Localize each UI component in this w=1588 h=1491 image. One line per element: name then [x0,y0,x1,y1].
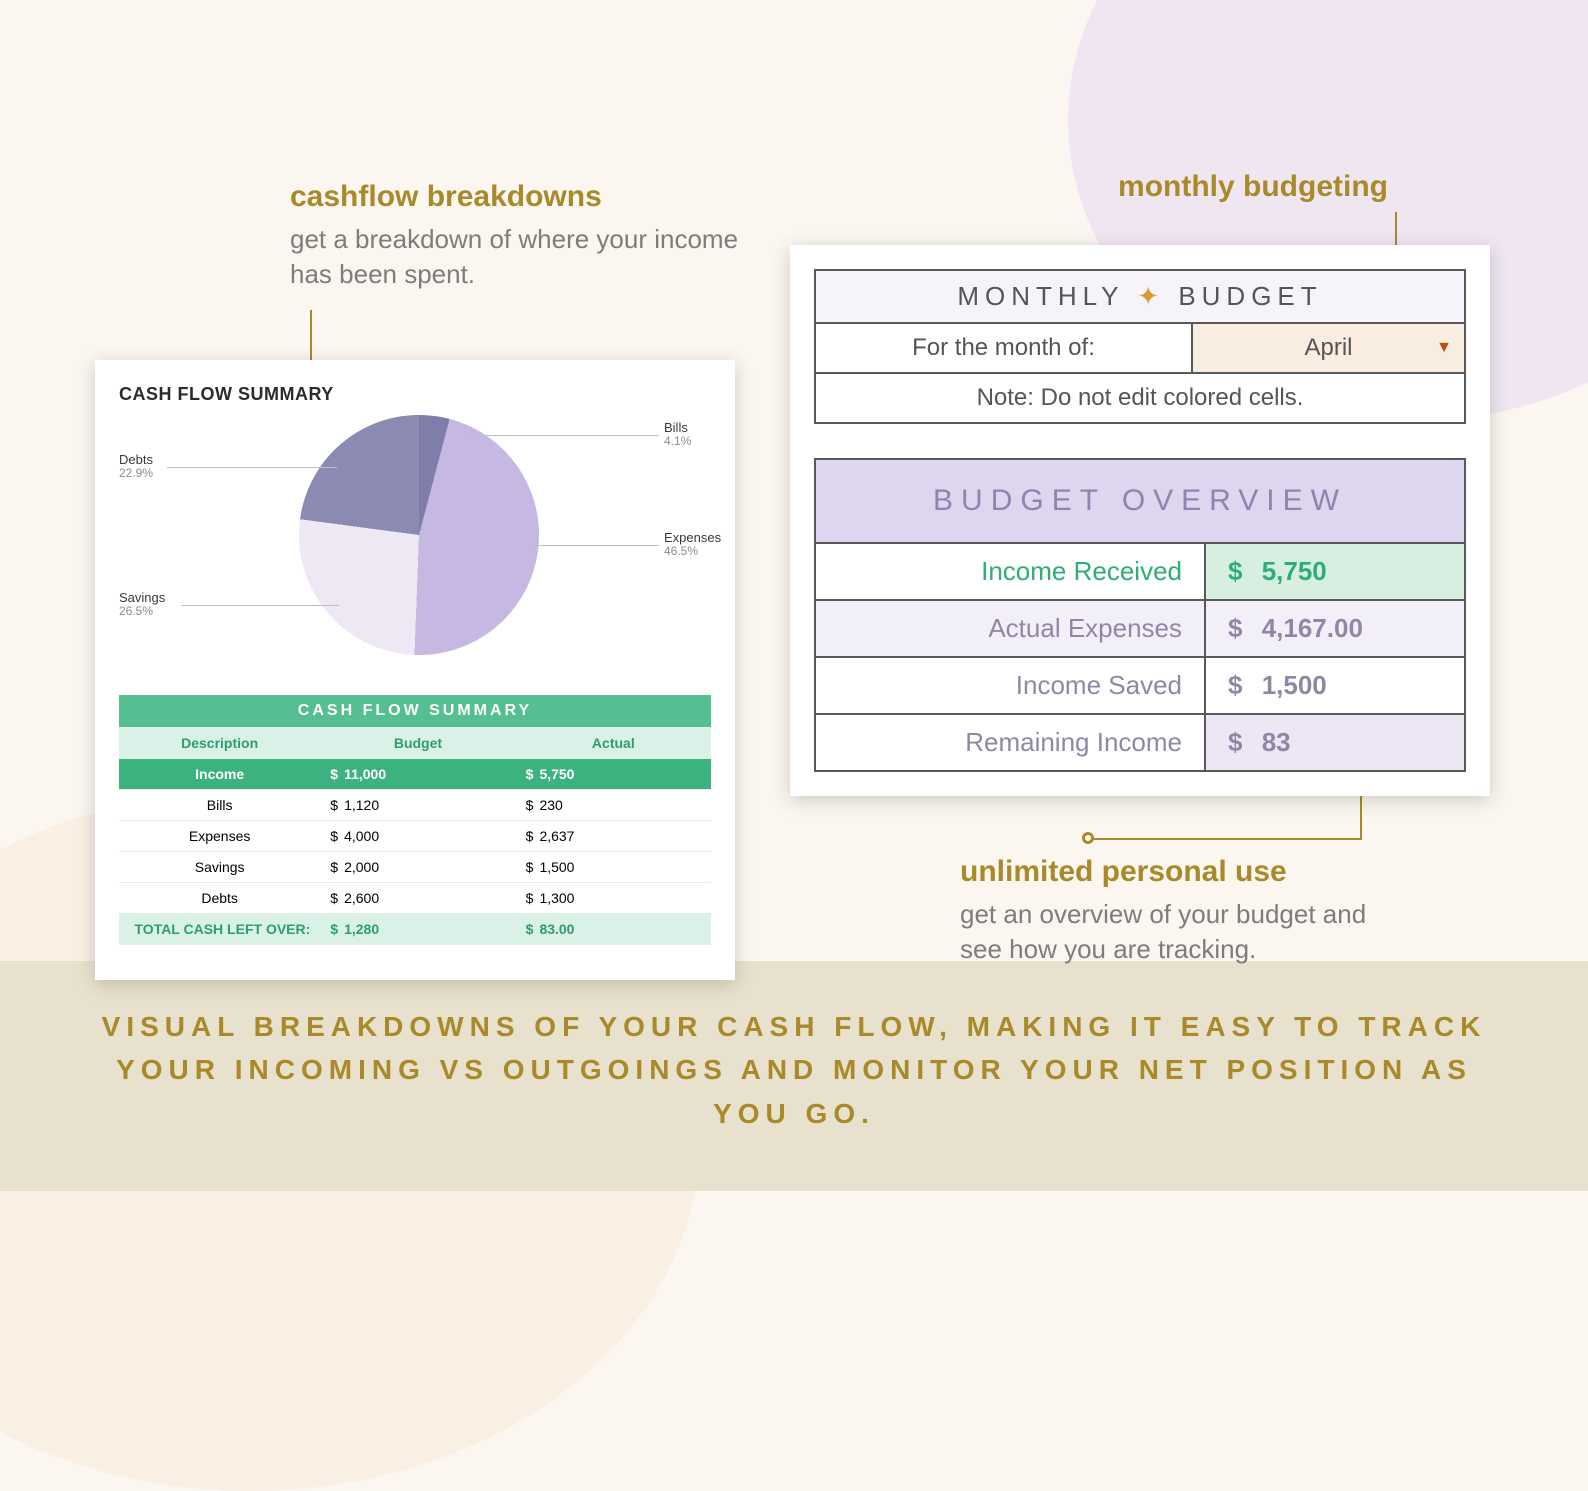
summary-cell: $2,637 [516,821,711,852]
budget-note: Note: Do not edit colored cells. [815,373,1465,423]
summary-cell: $5,750 [516,759,711,790]
pie-slice-name: Savings [119,590,165,605]
callout-cashflow-title: cashflow breakdowns [290,180,750,214]
callout-unlimited: unlimited personal use get an overview o… [960,855,1380,967]
footer-tagline: VISUAL BREAKDOWNS OF YOUR CASH FLOW, MAK… [100,1005,1488,1135]
cashflow-summary-table: CASH FLOW SUMMARY Description Budget Act… [119,695,711,945]
pie-slice-pct: 22.9 [119,466,142,480]
cashflow-panel-title: CASH FLOW SUMMARY [119,384,711,405]
budget-overview-title: BUDGET OVERVIEW [815,459,1465,543]
callout-unlimited-body: get an overview of your budget and see h… [960,897,1380,967]
summary-cell: Bills [119,790,320,821]
summary-cell: $11,000 [320,759,515,790]
overview-row: Income Received$ 5,750 [815,543,1465,600]
overview-row-label: Remaining Income [815,714,1205,771]
summary-row-total: TOTAL CASH LEFT OVER: $1,280 $83.00 [119,914,711,945]
summary-col-budget: Budget [320,728,515,759]
month-label: For the month of: [815,323,1192,373]
diamond-icon: ✦ [1137,281,1165,311]
overview-row-label: Income Received [815,543,1205,600]
overview-row-value: $ 5,750 [1205,543,1465,600]
summary-table-title: CASH FLOW SUMMARY [119,695,711,728]
summary-row: Savings$2,000$1,500 [119,852,711,883]
overview-row-label: Income Saved [815,657,1205,714]
caret-down-icon: ▼ [1436,339,1452,357]
summary-cell: Savings [119,852,320,883]
callout-monthly: monthly budgeting [1118,170,1388,212]
summary-cell: Income [119,759,320,790]
monthly-budget-title: MONTHLY ✦ BUDGET [815,270,1465,323]
pie-leader-line [469,435,659,436]
cashflow-panel: CASH FLOW SUMMARY Bills 4.1% Expenses 46… [95,360,735,980]
summary-cell: $1,300 [516,883,711,914]
pie-slice-label-expenses: Expenses 46.5% [664,531,721,558]
pie-slice-name: Bills [664,420,688,435]
leader-line-unlimited-h [1090,838,1362,840]
month-select-value: April [1304,334,1352,361]
overview-row-value: $ 83 [1205,714,1465,771]
leader-dot-icon [1082,832,1094,844]
pie-leader-line [167,467,337,468]
summary-cell: Expenses [119,821,320,852]
overview-row: Remaining Income$ 83 [815,714,1465,771]
pie-slice-label-savings: Savings 26.5% [119,591,165,618]
budget-overview-table: BUDGET OVERVIEW Income Received$ 5,750Ac… [814,458,1466,772]
monthly-budget-header-table: MONTHLY ✦ BUDGET For the month of: April… [814,269,1466,424]
pie-slice-pct: 4.1 [664,434,681,448]
pie-leader-line [181,605,339,606]
pie-slice-name: Expenses [664,530,721,545]
overview-row: Actual Expenses$ 4,167.00 [815,600,1465,657]
summary-cell: $4,000 [320,821,515,852]
summary-row-income: Income $11,000 $5,750 [119,759,711,790]
pie-slice-pct: 46.5 [664,544,687,558]
pie-slice-pct: 26.5 [119,604,142,618]
summary-cell: TOTAL CASH LEFT OVER: [119,914,320,945]
pie-slice-label-debts: Debts 22.9% [119,453,153,480]
summary-cell: $230 [516,790,711,821]
summary-cell: $1,500 [516,852,711,883]
callout-cashflow: cashflow breakdowns get a breakdown of w… [290,180,750,292]
pie-chart-graphic [299,415,539,655]
callout-cashflow-body: get a breakdown of where your income has… [290,222,750,292]
overview-row-value: $ 4,167.00 [1205,600,1465,657]
summary-row: Bills$1,120$230 [119,790,711,821]
overview-row-label: Actual Expenses [815,600,1205,657]
pie-leader-line [534,545,659,546]
summary-cell: $1,280 [320,914,515,945]
callout-unlimited-title: unlimited personal use [960,855,1380,889]
summary-col-desc: Description [119,728,320,759]
pie-chart: Bills 4.1% Expenses 46.5% Savings 26.5% … [119,405,711,695]
summary-row: Expenses$4,000$2,637 [119,821,711,852]
overview-row: Income Saved$ 1,500 [815,657,1465,714]
summary-cell: $1,120 [320,790,515,821]
summary-cell: $83.00 [516,914,711,945]
callout-monthly-title: monthly budgeting [1118,170,1388,204]
budget-panel: MONTHLY ✦ BUDGET For the month of: April… [790,245,1490,796]
pie-slice-name: Debts [119,452,153,467]
summary-cell: Debts [119,883,320,914]
summary-cell: $2,000 [320,852,515,883]
summary-col-actual: Actual [516,728,711,759]
summary-cell: $2,600 [320,883,515,914]
month-select[interactable]: April ▼ [1192,323,1465,373]
pie-slice-label-bills: Bills 4.1% [664,421,691,448]
summary-row: Debts$2,600$1,300 [119,883,711,914]
overview-row-value: $ 1,500 [1205,657,1465,714]
